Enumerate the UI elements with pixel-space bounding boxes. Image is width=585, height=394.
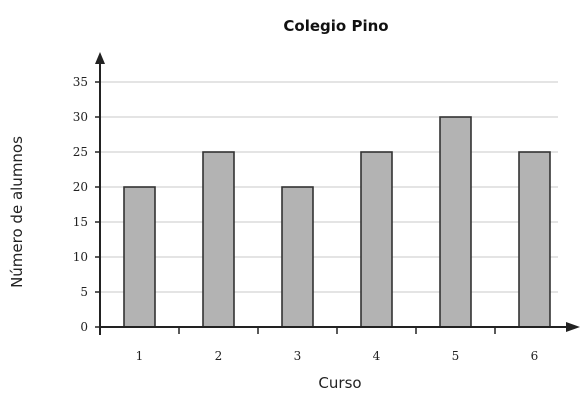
bar [281, 186, 314, 328]
y-axis-arrow [95, 52, 105, 64]
y-tick-label: 10 [73, 250, 88, 264]
x-tick-label: 1 [136, 349, 144, 363]
x-axis-arrow [566, 322, 580, 332]
bars [123, 116, 551, 328]
bar [202, 151, 235, 328]
bar [518, 151, 551, 328]
y-axis-label: Número de alumnos [8, 136, 26, 288]
x-tick-label: 4 [373, 349, 381, 363]
x-tick-label: 5 [452, 349, 460, 363]
grid-lines [100, 81, 558, 293]
bar [439, 116, 472, 328]
chart-title: Colegio Pino [283, 17, 388, 35]
y-tick-label: 15 [73, 215, 88, 229]
x-tick-label: 3 [294, 349, 302, 363]
tick-labels: 0 5 10 15 20 25 30 35 1 2 3 4 5 6 [73, 75, 539, 363]
axes [95, 52, 580, 335]
y-tick-label: 5 [80, 285, 88, 299]
x-axis-label: Curso [318, 374, 361, 392]
y-tick-label: 25 [73, 145, 88, 159]
bar [123, 186, 156, 328]
bar [360, 151, 393, 328]
y-tick-label: 30 [73, 110, 88, 124]
x-tick-label: 6 [531, 349, 539, 363]
y-tick-label: 35 [73, 75, 88, 89]
y-tick-label: 20 [73, 180, 88, 194]
y-tick-label: 0 [80, 320, 88, 334]
x-tick-label: 2 [215, 349, 223, 363]
